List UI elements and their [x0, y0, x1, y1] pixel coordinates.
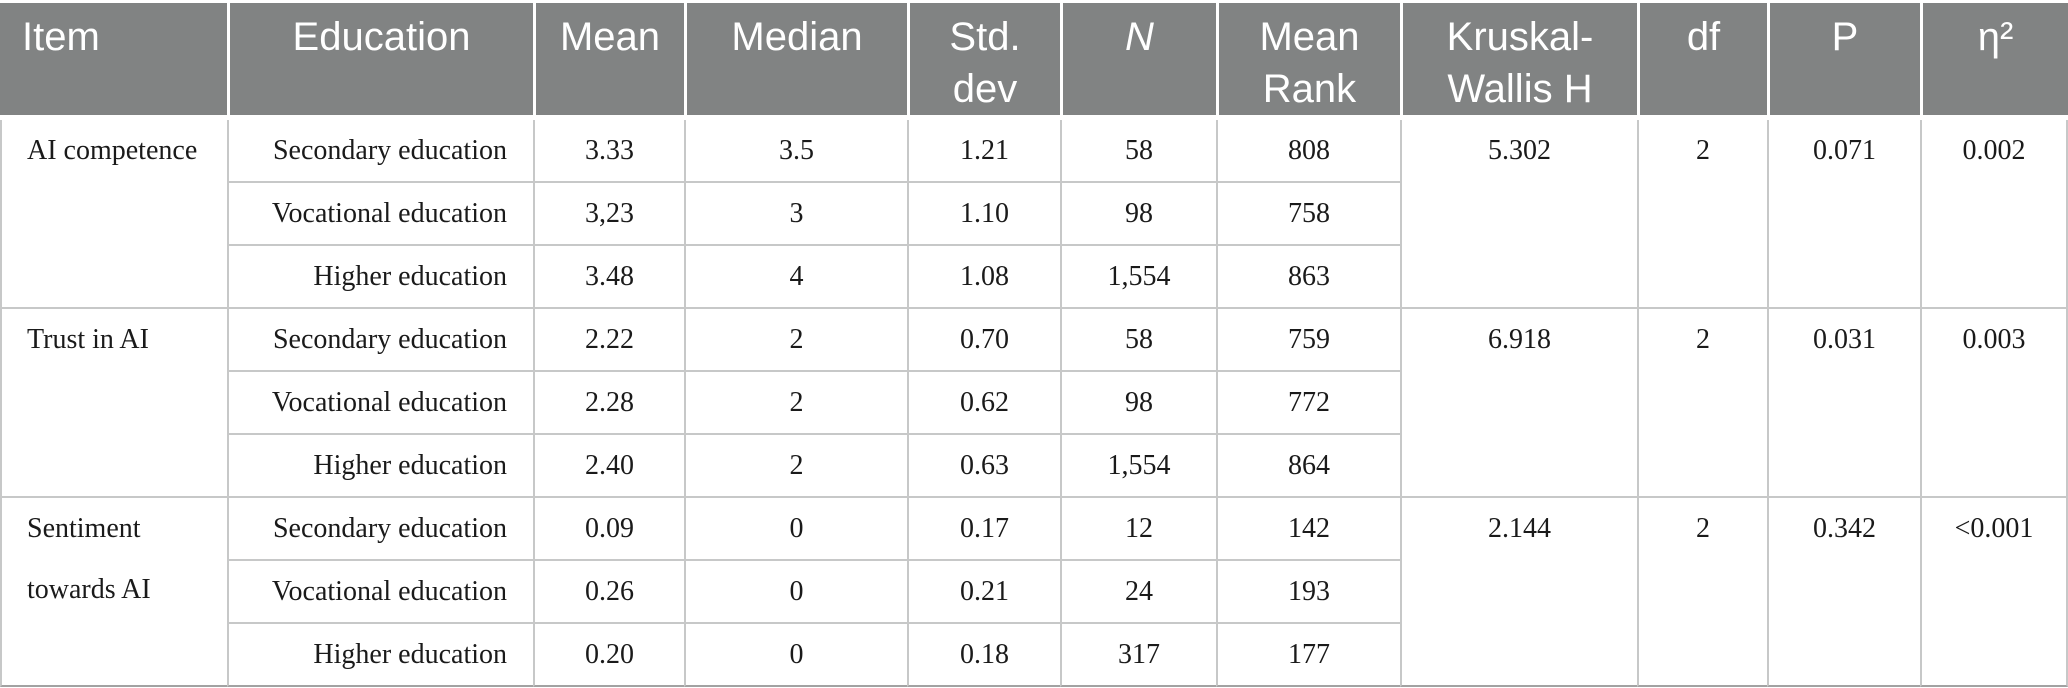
mean-rank-cell: 177	[1216, 624, 1400, 687]
std-dev-cell: 0.21	[907, 561, 1060, 624]
kruskal-wallis-h-cell: 6.918	[1400, 309, 1637, 498]
std-dev-cell: 0.18	[907, 624, 1060, 687]
std-dev-cell: 1.10	[907, 183, 1060, 246]
df-cell: 2	[1637, 309, 1767, 498]
mean-rank-cell: 863	[1216, 246, 1400, 309]
mean-rank-cell: 758	[1216, 183, 1400, 246]
median-cell: 3.5	[684, 120, 907, 183]
header-cell-median: Median	[684, 3, 907, 120]
median-cell: 4	[684, 246, 907, 309]
header-cell-mean-rank: Mean Rank	[1216, 3, 1400, 120]
std-dev-cell: 0.63	[907, 435, 1060, 498]
table-row: Vocational education 0.26 0 0.21 24 193	[0, 561, 2068, 624]
table-row: Sentiment towards AI Secondary education…	[0, 498, 2068, 687]
mean-rank-cell: 772	[1216, 372, 1400, 435]
education-cell: Higher education	[227, 246, 533, 309]
table-row: Higher education 2.40 2 0.63 1,554 864	[0, 435, 2068, 498]
table-row: Higher education 3.48 4 1.08 1,554 863	[0, 246, 2068, 309]
n-cell: 98	[1060, 372, 1216, 435]
mean-rank-cell: 808	[1216, 120, 1400, 183]
education-cell: Secondary education	[227, 498, 533, 561]
education-cell: Higher education	[227, 435, 533, 498]
item-cell: AI competence	[0, 120, 227, 309]
item-cell: Trust in AI	[0, 309, 227, 498]
mean-rank-cell: 142	[1216, 498, 1400, 561]
p-cell: 0.031	[1767, 309, 1920, 498]
n-cell: 1,554	[1060, 435, 1216, 498]
p-cell: 0.342	[1767, 498, 1920, 687]
header-cell-kruskal-wallis-h: Kruskal-Wallis H	[1400, 3, 1637, 120]
eta-squared-cell: <0.001	[1920, 498, 2068, 687]
education-cell: Higher education	[227, 624, 533, 687]
mean-cell: 3,23	[533, 183, 684, 246]
median-cell: 2	[684, 435, 907, 498]
median-cell: 0	[684, 498, 907, 561]
n-cell: 24	[1060, 561, 1216, 624]
std-dev-cell: 0.70	[907, 309, 1060, 372]
n-cell: 12	[1060, 498, 1216, 561]
mean-cell: 0.09	[533, 498, 684, 561]
p-cell: 0.071	[1767, 120, 1920, 309]
header-row: Item Education Mean Median Std. dev N Me…	[0, 3, 2068, 120]
n-cell: 58	[1060, 120, 1216, 183]
header-cell-item: Item	[0, 3, 227, 120]
std-dev-cell: 0.17	[907, 498, 1060, 561]
header-cell-eta-squared: η²	[1920, 3, 2068, 120]
n-cell: 58	[1060, 309, 1216, 372]
education-cell: Secondary education	[227, 120, 533, 183]
kruskal-wallis-h-cell: 2.144	[1400, 498, 1637, 687]
n-cell: 98	[1060, 183, 1216, 246]
mean-cell: 2.22	[533, 309, 684, 372]
median-cell: 0	[684, 624, 907, 687]
header-cell-n: N	[1060, 3, 1216, 120]
mean-cell: 0.20	[533, 624, 684, 687]
median-cell: 2	[684, 309, 907, 372]
header-cell-education: Education	[227, 3, 533, 120]
eta-squared-cell: 0.003	[1920, 309, 2068, 498]
education-cell: Vocational education	[227, 183, 533, 246]
statistics-table: Item Education Mean Median Std. dev N Me…	[0, 3, 2068, 687]
table-header: Item Education Mean Median Std. dev N Me…	[0, 3, 2068, 120]
education-cell: Vocational education	[227, 561, 533, 624]
item-cell: Sentiment towards AI	[0, 498, 227, 687]
std-dev-cell: 1.21	[907, 120, 1060, 183]
table-body: AI competence Secondary education 3.33 3…	[0, 120, 2068, 687]
header-cell-df: df	[1637, 3, 1767, 120]
n-cell: 317	[1060, 624, 1216, 687]
mean-cell: 0.26	[533, 561, 684, 624]
table-row: Vocational education 3,23 3 1.10 98 758	[0, 183, 2068, 246]
median-cell: 2	[684, 372, 907, 435]
mean-cell: 2.40	[533, 435, 684, 498]
std-dev-cell: 0.62	[907, 372, 1060, 435]
header-cell-p: P	[1767, 3, 1920, 120]
df-cell: 2	[1637, 498, 1767, 687]
n-cell: 1,554	[1060, 246, 1216, 309]
table-row: Trust in AI Secondary education 2.22 2 0…	[0, 309, 2068, 498]
mean-cell: 3.48	[533, 246, 684, 309]
mean-rank-cell: 864	[1216, 435, 1400, 498]
table-row: Vocational education 2.28 2 0.62 98 772	[0, 372, 2068, 435]
df-cell: 2	[1637, 120, 1767, 309]
header-cell-mean: Mean	[533, 3, 684, 120]
mean-cell: 3.33	[533, 120, 684, 183]
education-cell: Secondary education	[227, 309, 533, 372]
median-cell: 3	[684, 183, 907, 246]
education-cell: Vocational education	[227, 372, 533, 435]
mean-rank-cell: 193	[1216, 561, 1400, 624]
table-row: AI competence Secondary education 3.33 3…	[0, 120, 2068, 309]
kruskal-wallis-h-cell: 5.302	[1400, 120, 1637, 309]
eta-squared-cell: 0.002	[1920, 120, 2068, 309]
median-cell: 0	[684, 561, 907, 624]
mean-cell: 2.28	[533, 372, 684, 435]
std-dev-cell: 1.08	[907, 246, 1060, 309]
header-cell-std-dev: Std. dev	[907, 3, 1060, 120]
mean-rank-cell: 759	[1216, 309, 1400, 372]
